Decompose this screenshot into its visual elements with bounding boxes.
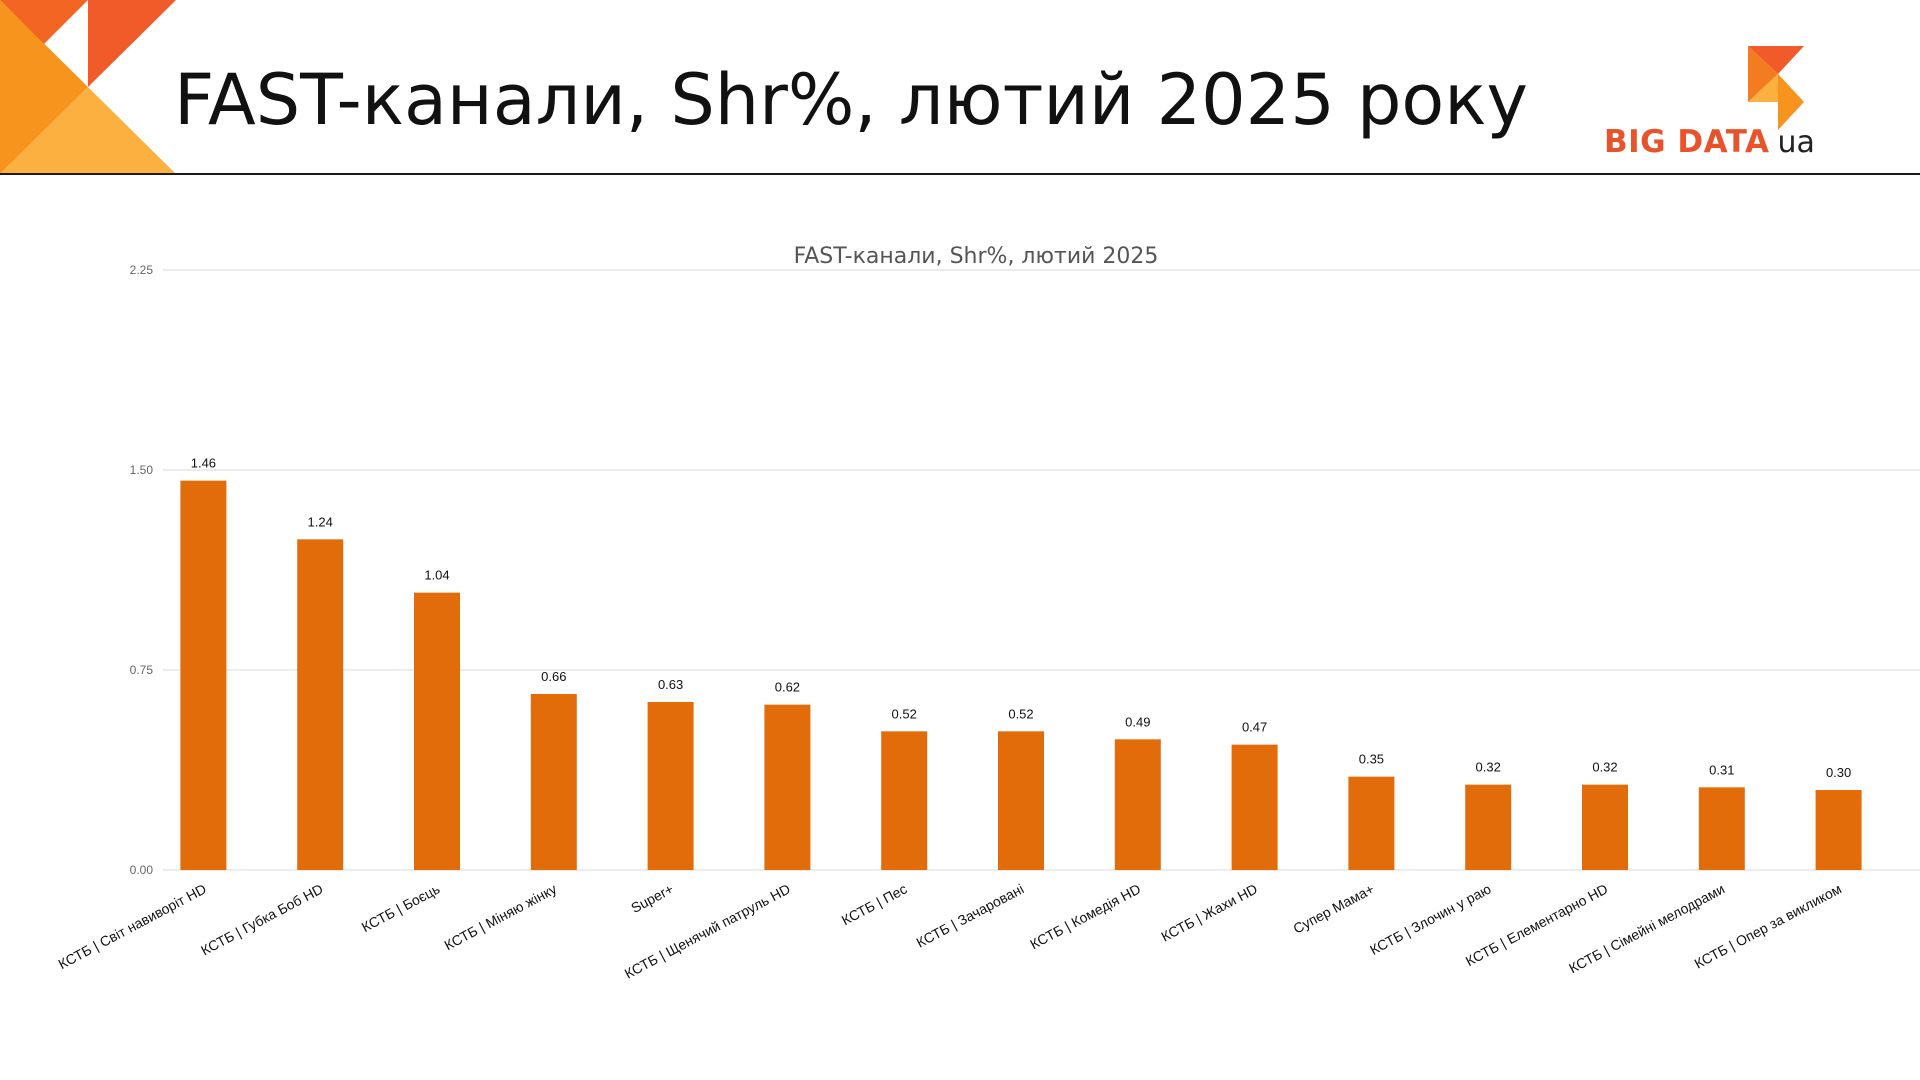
logo-brand-name: BIG DATA — [1604, 124, 1770, 160]
logo-mark-icon — [1748, 46, 1804, 130]
data-label: 1.04 — [424, 568, 449, 583]
header-divider — [0, 173, 1920, 175]
bars — [180, 480, 1862, 870]
data-label: 0.62 — [775, 680, 800, 695]
x-tick-label: КСТБ | Пес — [839, 881, 910, 929]
data-label: 0.49 — [1125, 714, 1150, 729]
y-tick-label: 1.50 — [130, 463, 154, 477]
data-label: 0.32 — [1476, 760, 1501, 775]
bar — [297, 539, 344, 870]
x-tick-label: КСТБ | Губка Боб HD — [198, 881, 325, 959]
bar — [1815, 790, 1862, 870]
x-tick-label: КСТБ | Міняю жінку — [442, 881, 560, 954]
bar — [530, 694, 577, 870]
bar — [1114, 739, 1161, 870]
bar — [414, 592, 460, 870]
bar-chart: 0.00 0.75 1.50 2.25 1.46 1.24 1.04 0.66 0.63 0.6… — [56, 244, 1920, 982]
logo-suffix: ua — [1777, 125, 1815, 160]
bar — [1698, 787, 1745, 870]
logo: BIG DATA ua — [1604, 46, 1834, 158]
bar — [1231, 744, 1278, 870]
bar — [1348, 776, 1395, 870]
data-label: 0.66 — [541, 669, 566, 684]
x-tick-label: КСТБ | Боєць — [359, 881, 443, 936]
y-tick-label: 0.00 — [130, 863, 154, 877]
corner-decoration — [0, 0, 176, 174]
x-tick-label: КСТБ | Злочин у раю — [1367, 881, 1494, 958]
bar — [647, 702, 694, 870]
x-tick-label: КСТБ | Світ навиворіт HD — [56, 881, 209, 973]
bar — [1465, 784, 1512, 870]
data-label: 0.35 — [1359, 752, 1384, 767]
data-label: 0.52 — [892, 706, 917, 721]
x-tick-label: Super+ — [628, 881, 676, 917]
chart-title: FAST-канали, Shr%, лютий 2025 — [794, 244, 1159, 269]
x-tick-label: КСТБ | Зачаровані — [914, 881, 1027, 951]
y-axis-ticks: 0.00 0.75 1.50 2.25 — [130, 263, 154, 877]
bar — [881, 731, 928, 870]
data-label: 1.46 — [191, 456, 216, 471]
page-title: FAST-канали, Shr%, лютий 2025 року — [174, 59, 1528, 141]
data-labels: 1.46 1.24 1.04 0.66 0.63 0.62 0.52 0.52 0.49 0.47… — [191, 456, 1852, 780]
data-label: 0.31 — [1709, 762, 1734, 777]
x-tick-label: КСТБ | Жахи HD — [1158, 881, 1260, 945]
y-tick-label: 2.25 — [130, 263, 154, 277]
data-label: 0.63 — [658, 677, 683, 692]
data-label: 0.30 — [1826, 765, 1851, 780]
data-label: 0.32 — [1592, 760, 1617, 775]
bar — [180, 480, 227, 870]
x-tick-label: Супер Мама+ — [1290, 881, 1376, 937]
logo-text: BIG DATA ua — [1604, 127, 1815, 158]
bar — [998, 731, 1044, 870]
data-label: 1.24 — [308, 514, 333, 529]
data-label: 0.52 — [1008, 706, 1033, 721]
data-label: 0.47 — [1242, 720, 1267, 735]
bar — [764, 704, 811, 870]
y-tick-label: 0.75 — [130, 663, 154, 677]
bar — [1582, 784, 1628, 870]
x-tick-label: КСТБ | Комедія HD — [1027, 881, 1143, 953]
